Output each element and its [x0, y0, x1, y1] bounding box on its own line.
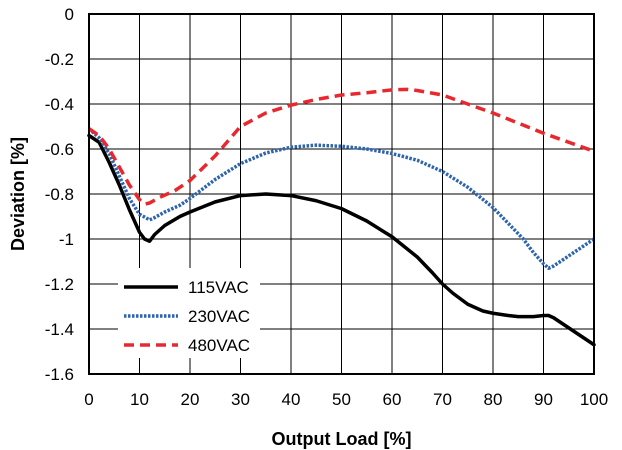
x-tick-label: 20: [181, 390, 200, 409]
legend-background: [118, 268, 260, 358]
x-tick-label: 80: [484, 390, 503, 409]
legend: 115VAC 230VAC 480VAC: [118, 268, 260, 358]
x-tick-label: 90: [534, 390, 553, 409]
series-line-480vac: [88, 87, 595, 206]
x-tick-label: 30: [231, 390, 250, 409]
legend-label-230vac: 230VAC: [188, 307, 250, 326]
tick-labels: 0 10 20 30 40 50 60 70 80 90 100 0 -0.2 -0.4 -0.6 -0.8 -…: [45, 5, 608, 409]
x-tick-label: 10: [130, 390, 149, 409]
y-axis-title: Deviation [%]: [8, 137, 28, 251]
y-tick-label: -0.8: [45, 185, 74, 204]
x-tick-label: 100: [580, 390, 608, 409]
x-tick-label: 50: [332, 390, 351, 409]
x-tick-label: 70: [433, 390, 452, 409]
x-tick-label: 60: [383, 390, 402, 409]
grid: [89, 14, 594, 374]
y-tick-label: -0.2: [45, 50, 74, 69]
y-tick-label: -1.2: [45, 275, 74, 294]
series-line-230vac: [87, 127, 595, 270]
x-axis-title: Output Load [%]: [272, 429, 412, 449]
plot-frame: [88, 13, 595, 375]
y-tick-label: -1.6: [45, 365, 74, 384]
series-lines: [87, 87, 596, 347]
legend-label-115vac: 115VAC: [188, 278, 249, 297]
y-tick-label: -1: [59, 230, 74, 249]
x-tick-label: 40: [282, 390, 301, 409]
x-tick-label: 0: [84, 390, 93, 409]
y-tick-label: -0.6: [45, 140, 74, 159]
y-tick-label: 0: [65, 5, 74, 24]
legend-label-480vac: 480VAC: [188, 336, 250, 355]
y-tick-label: -1.4: [45, 320, 74, 339]
series-line-115vac: [87, 133, 596, 347]
y-tick-label: -0.4: [45, 95, 74, 114]
